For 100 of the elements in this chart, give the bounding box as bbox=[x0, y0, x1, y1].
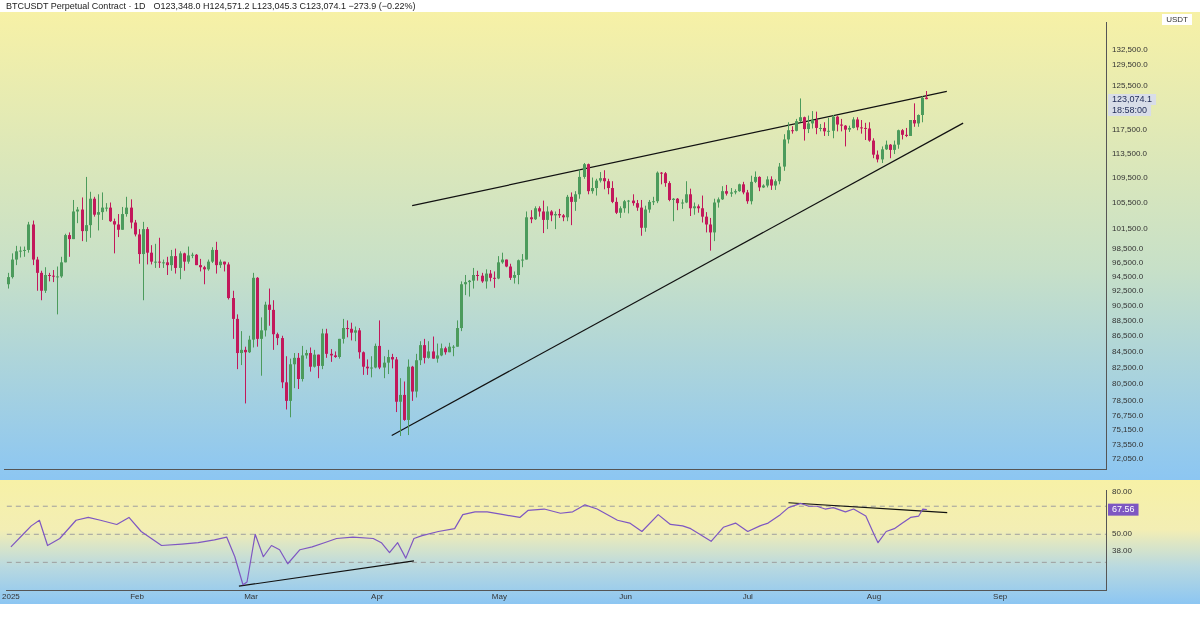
candlestick bbox=[840, 118, 843, 132]
y-tick-label: 86,500.0 bbox=[1112, 330, 1144, 340]
candlestick bbox=[358, 327, 361, 360]
candlestick bbox=[799, 97, 802, 123]
y-tick-label: 78,500.0 bbox=[1112, 396, 1144, 406]
candlestick bbox=[701, 195, 704, 224]
y-tick-label: 129,500.0 bbox=[1112, 60, 1149, 70]
x-tick-label: Jul bbox=[742, 592, 754, 602]
candlestick bbox=[40, 270, 43, 301]
candlestick bbox=[297, 352, 300, 390]
candlestick bbox=[476, 270, 479, 282]
y-tick-label: 75,150.0 bbox=[1112, 425, 1144, 435]
candlestick bbox=[815, 111, 818, 135]
candlestick bbox=[689, 188, 692, 217]
candlestick bbox=[644, 205, 647, 233]
candlestick bbox=[709, 217, 712, 252]
candlestick bbox=[627, 199, 630, 214]
y-tick-label: 84,500.0 bbox=[1112, 346, 1144, 356]
candlestick bbox=[174, 248, 177, 275]
y-tick-label: 82,500.0 bbox=[1112, 362, 1144, 372]
candlestick bbox=[109, 202, 112, 223]
candlestick bbox=[240, 330, 243, 366]
candlestick bbox=[68, 231, 71, 258]
candlestick bbox=[370, 355, 373, 378]
candlestick bbox=[640, 199, 643, 237]
text: 18:58:00 bbox=[1112, 104, 1148, 115]
candlestick bbox=[472, 267, 475, 290]
candlestick bbox=[342, 318, 345, 345]
candlestick bbox=[260, 316, 263, 377]
candlestick bbox=[309, 346, 312, 373]
candlestick bbox=[578, 169, 581, 200]
candlestick bbox=[44, 266, 47, 294]
candlestick bbox=[268, 288, 271, 327]
candlestick bbox=[170, 249, 173, 272]
candlestick bbox=[787, 121, 790, 144]
y-tick-label: 92,500.0 bbox=[1112, 285, 1144, 295]
candlestick bbox=[542, 200, 545, 234]
candlestick bbox=[872, 137, 875, 159]
candlestick bbox=[146, 226, 149, 265]
candlestick bbox=[130, 198, 133, 229]
chart-subtitle: O123,348.0 H124,571.2 L123,045.3 C123,074.1 −273.9 (−0.22%) bbox=[153, 1, 416, 11]
candlestick bbox=[456, 319, 459, 348]
candlestick bbox=[301, 345, 304, 382]
x-tick-label: 2025 bbox=[2, 592, 21, 602]
y-axis-title: USDT bbox=[1162, 14, 1192, 25]
candlestick bbox=[374, 343, 377, 369]
candlestick bbox=[432, 336, 435, 360]
y-tick-label: 117,500.0 bbox=[1112, 125, 1148, 135]
candlestick bbox=[832, 114, 835, 139]
candlestick bbox=[113, 218, 116, 254]
candlestick bbox=[611, 180, 614, 204]
candlestick bbox=[387, 349, 390, 375]
candlestick bbox=[232, 290, 235, 340]
candlestick bbox=[864, 122, 867, 141]
y-tick-label: 98,500.0 bbox=[1112, 243, 1144, 253]
x-tick-label: May bbox=[491, 592, 507, 602]
x-tick-label: Apr bbox=[371, 592, 384, 602]
y-tick-label: 94,500.0 bbox=[1112, 271, 1144, 281]
candlestick bbox=[860, 119, 863, 135]
candlestick bbox=[423, 338, 426, 364]
y-tick-label: 113,500.0 bbox=[1112, 148, 1148, 158]
y-tick-label: 96,500.0 bbox=[1112, 257, 1144, 267]
candlestick bbox=[378, 319, 381, 370]
y-tick-label: 80,500.0 bbox=[1112, 379, 1144, 389]
candlestick bbox=[346, 319, 349, 338]
candlestick bbox=[668, 180, 671, 202]
candlestick bbox=[827, 117, 830, 137]
x-tick-label: Mar bbox=[244, 592, 259, 602]
y-tick-label: 38.00 bbox=[1112, 546, 1133, 556]
candlestick bbox=[844, 124, 847, 147]
candlestick bbox=[921, 95, 924, 123]
candlestick bbox=[750, 175, 753, 205]
candlestick bbox=[574, 190, 577, 212]
candlestick bbox=[154, 243, 157, 269]
candlestick bbox=[293, 352, 296, 389]
y-tick-label: 101,500.0 bbox=[1112, 223, 1149, 233]
candlestick bbox=[452, 344, 455, 357]
candlestick bbox=[23, 246, 26, 258]
candlestick bbox=[138, 228, 141, 265]
candlestick bbox=[566, 194, 569, 222]
candlestick bbox=[436, 343, 439, 364]
candlestick bbox=[325, 328, 328, 359]
candlestick bbox=[36, 256, 39, 292]
y-tick-label: 72,050.0 bbox=[1112, 453, 1144, 463]
candlestick bbox=[97, 193, 100, 231]
candlestick bbox=[158, 237, 161, 269]
candlestick bbox=[778, 162, 781, 185]
candlestick bbox=[546, 205, 549, 230]
candlestick bbox=[464, 274, 467, 296]
candlestick bbox=[660, 171, 663, 185]
candlestick bbox=[150, 244, 153, 265]
candlestick bbox=[179, 250, 182, 280]
x-tick-label: Jun bbox=[619, 592, 633, 602]
y-tick-label: 109,500.0 bbox=[1112, 172, 1149, 182]
y-tick-label: 76,750.0 bbox=[1112, 411, 1144, 421]
candlestick bbox=[603, 169, 606, 190]
candlestick bbox=[383, 355, 386, 379]
annotation: 67.56 bbox=[1112, 504, 1135, 515]
candlestick bbox=[399, 377, 402, 437]
y-tick-label: 90,500.0 bbox=[1112, 300, 1144, 310]
